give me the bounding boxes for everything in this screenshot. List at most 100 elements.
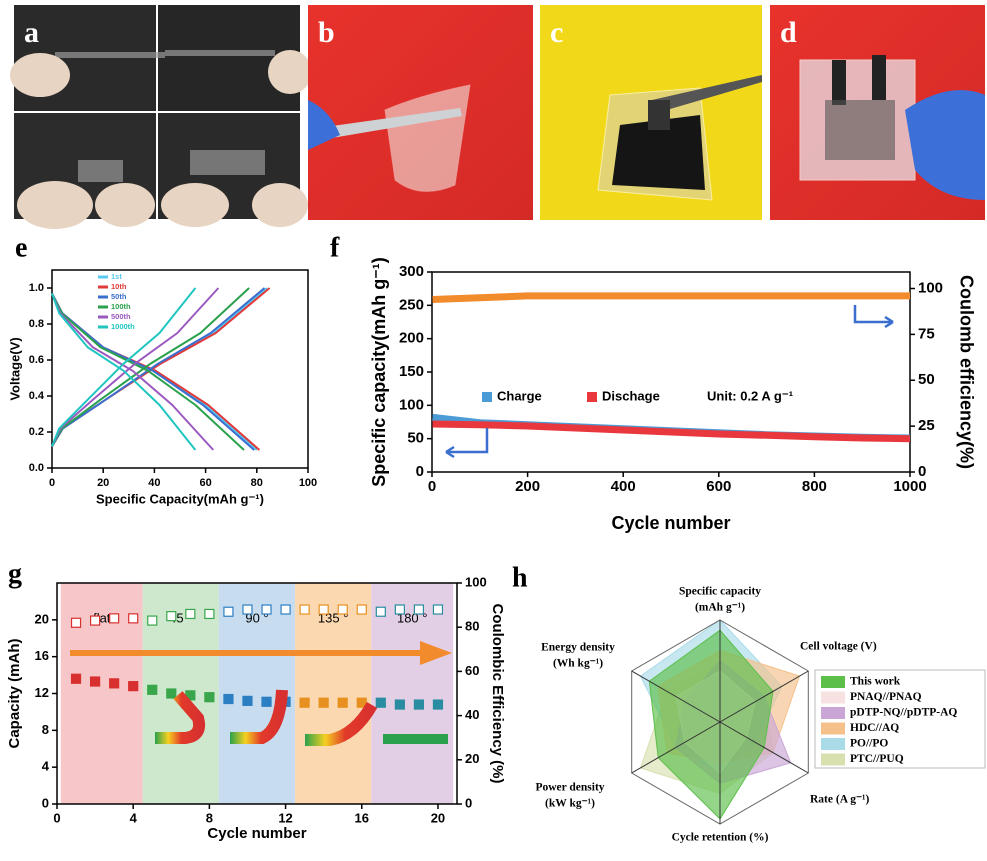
chart-layer: e0 20 40 60 80 1000.00.20.40.60.81.0Specific …	[6, 232, 986, 844]
marker	[70, 617, 82, 628]
marker	[109, 613, 120, 624]
radar-spoke	[631, 670, 721, 723]
x-tick-label: 0	[49, 477, 55, 489]
y-tick-label: 0.4	[29, 390, 45, 402]
x-tick-label: 4	[130, 810, 138, 825]
legend-label: Dischage	[602, 388, 660, 403]
marker	[147, 684, 158, 695]
marker	[394, 699, 405, 710]
marker	[223, 693, 234, 705]
y-tick-label: 0.6	[29, 354, 44, 366]
radar-axis-label: Specific capacity	[679, 586, 761, 598]
x-axis-title: Cycle number	[207, 825, 306, 842]
x-axis-title: Cycle number	[611, 513, 730, 533]
marker	[337, 697, 348, 708]
marker	[147, 615, 158, 626]
legend-swatch	[821, 753, 845, 766]
x-tick-label: 0	[428, 478, 436, 495]
marker	[89, 615, 101, 626]
marker	[204, 692, 215, 703]
y2-tick-label: 100	[918, 279, 943, 296]
y-tick-label: 1.0	[29, 282, 44, 294]
marker	[375, 697, 386, 708]
marker	[394, 604, 405, 615]
x-tick-label: 80	[251, 477, 263, 489]
x-tick-label: 200	[515, 478, 540, 495]
marker	[413, 604, 425, 615]
legend-label: PTC//PUQ	[850, 753, 904, 765]
marker	[109, 678, 120, 689]
marker	[223, 606, 234, 617]
legend-label: Charge	[497, 388, 542, 403]
plot-frame	[51, 269, 309, 469]
y-tick-label: 250	[399, 296, 424, 313]
y2-tick-label: 25	[918, 417, 935, 434]
radar-axis-label: Energy density	[541, 642, 615, 654]
y2-axis-title: Coulomb efficiency(%)	[956, 275, 976, 469]
photo-c	[540, 5, 762, 220]
y-tick-label: 0	[42, 795, 49, 810]
panel-label: c	[550, 16, 563, 49]
radar-axis-label: Power density	[535, 782, 604, 794]
marker	[432, 699, 444, 710]
radar-spoke	[719, 670, 809, 723]
x-tick-label: 12	[278, 810, 292, 825]
legend-label: 1000th	[111, 322, 135, 331]
legend-label: 100th	[111, 302, 131, 311]
legend-label: This work	[850, 676, 901, 688]
legend-swatch	[821, 722, 845, 735]
marker	[299, 697, 310, 708]
x-axis-title: Specific Capacity(mAh g⁻¹)	[96, 491, 264, 506]
marker	[432, 604, 444, 615]
bend-icons	[66, 689, 448, 747]
x-tick-label: 800	[802, 478, 827, 495]
radar-axis-label: (kW kg⁻¹)	[545, 798, 595, 810]
y2-tick-label: 40	[465, 707, 479, 722]
y-tick-label: 0.8	[29, 318, 44, 330]
x-tick-label: 16	[355, 810, 369, 825]
y2-tick-label: 20	[465, 751, 479, 766]
y-tick-label: 300	[399, 263, 424, 280]
legend-swatch	[821, 691, 845, 704]
radar-axis-label: Cell voltage (V)	[800, 641, 877, 653]
y-tick-label: 8	[42, 722, 49, 737]
legend-label: 500th	[111, 312, 131, 321]
legend-label: PO//PO	[850, 738, 888, 750]
y-tick-label: 12	[35, 685, 49, 700]
marker	[299, 604, 310, 615]
y2-tick-label: 100	[465, 574, 487, 589]
photo-d	[770, 5, 985, 220]
y-axis-title: Voltage(V)	[7, 337, 22, 400]
radar-axis-label: Cycle retention (%)	[672, 832, 769, 844]
y-tick-label: 50	[407, 430, 424, 447]
radar-spoke	[631, 721, 721, 774]
x-tick-label: 1000	[893, 478, 926, 495]
marker	[242, 604, 253, 615]
legend-label: 50th	[111, 292, 127, 301]
y-axis-title: Capacity (mAh)	[6, 638, 23, 748]
y2-tick-label: 60	[465, 663, 479, 678]
y-tick-label: 0.2	[29, 426, 44, 438]
legend-label: HDC//AQ	[850, 722, 899, 734]
panel-label: b	[318, 16, 335, 49]
radar-spoke	[719, 721, 809, 774]
x-tick-label: 40	[148, 477, 160, 489]
y-tick-label: 0.0	[29, 462, 44, 474]
marker	[70, 673, 82, 684]
marker	[204, 608, 215, 620]
series-line	[432, 420, 911, 443]
y2-tick-label: 80	[465, 619, 479, 634]
panel-label: e	[15, 232, 27, 263]
y2-axis-title: Coulombic Efficiency (%)	[489, 603, 506, 783]
marker	[280, 604, 291, 615]
plot-frame	[431, 271, 911, 473]
series-line	[51, 287, 250, 451]
y-tick-label: 150	[399, 363, 424, 380]
radar-axis-label: Rate (A g⁻¹)	[810, 794, 870, 806]
legend-label: PNAQ//PNAQ	[850, 691, 922, 703]
panel-label: f	[330, 232, 340, 263]
marker	[318, 604, 329, 615]
x-tick-label: 60	[199, 477, 211, 489]
x-tick-label: 0	[53, 810, 60, 825]
